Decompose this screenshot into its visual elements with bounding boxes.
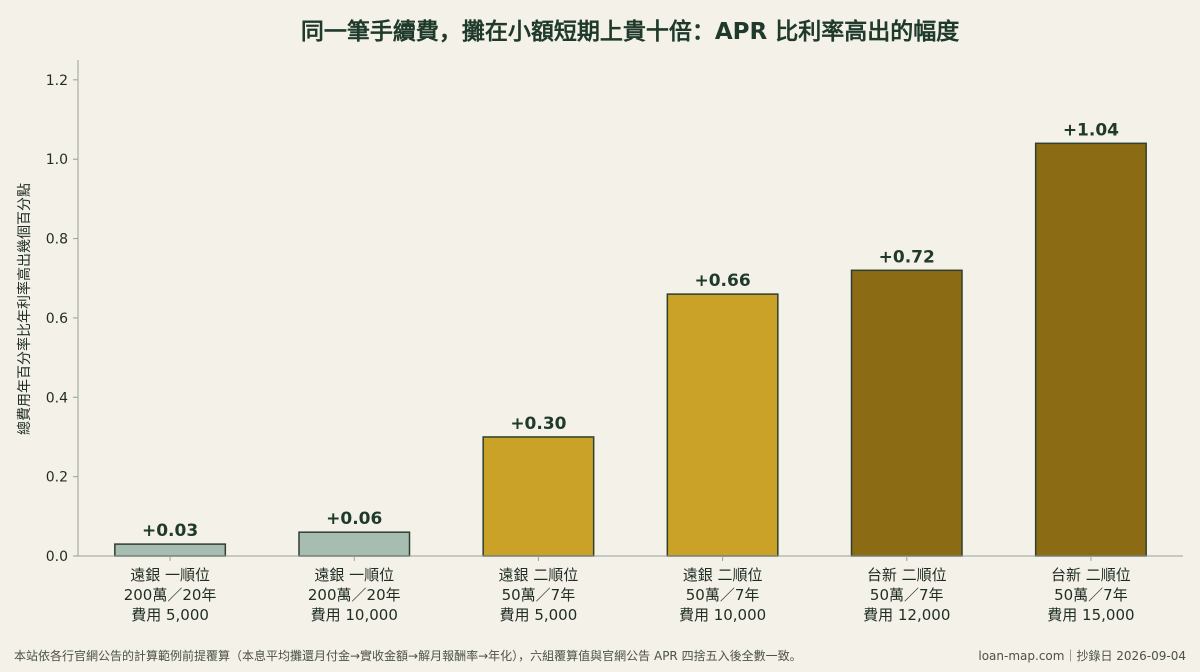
bar: [298, 531, 411, 557]
bars: +0.03 +0.06 +0.30 +0.66 +0.72 +1.04: [114, 120, 1147, 557]
x-tick-label: 遠銀 二順位: [499, 566, 579, 584]
bar-value-label: +0.03: [142, 521, 198, 541]
y-tick-label: 0.8: [46, 232, 68, 248]
x-tick-label: 費用 10,000: [679, 606, 766, 624]
y-tick-label: 1.0: [46, 152, 68, 168]
bar-value-label: +0.06: [326, 509, 382, 529]
bar-value-label: +0.30: [510, 414, 566, 434]
x-tick-label: 遠銀 一順位: [314, 566, 394, 584]
x-tick-label: 台新 二順位: [1051, 566, 1131, 584]
x-tick-label: 費用 10,000: [311, 606, 398, 624]
bar: [114, 543, 227, 557]
bar: [850, 269, 963, 557]
bar: [1034, 142, 1147, 557]
x-tick-label: 50萬／7年: [502, 586, 576, 604]
y-tick-label: 0.2: [46, 470, 68, 486]
x-tick-label: 費用 5,000: [500, 606, 578, 624]
y-axis-label: 總費用年百分率比年利率高出幾個百分點: [16, 183, 33, 435]
footer-note: 本站依各行官網公告的計算範例前提覆算（本息平均攤還月付金→實收金額→解月報酬率→…: [14, 649, 802, 663]
x-tick-label: 50萬／7年: [686, 586, 760, 604]
x-tick-label: 50萬／7年: [870, 586, 944, 604]
x-tick-label: 200萬／20年: [124, 586, 217, 604]
y-axis: 0.0 0.2 0.4 0.6 0.8 1.0 1.2: [46, 60, 79, 565]
x-tick-label: 200萬／20年: [308, 586, 401, 604]
bar: [482, 436, 595, 557]
x-tick-label: 遠銀 一順位: [130, 566, 210, 584]
chart-title: 同一筆手續費，攤在小額短期上貴十倍：APR 比利率高出的幅度: [300, 19, 960, 45]
x-tick-label: 費用 5,000: [131, 606, 209, 624]
y-tick-label: 1.2: [46, 73, 68, 89]
y-tick-label: 0.6: [46, 311, 68, 327]
x-tick-label: 50萬／7年: [1054, 586, 1128, 604]
x-tick-label: 台新 二順位: [867, 566, 947, 584]
bar-value-label: +0.72: [879, 247, 935, 267]
bar: [666, 293, 779, 557]
x-tick-label: 遠銀 二順位: [683, 566, 763, 584]
bar-value-label: +0.66: [694, 271, 750, 291]
y-tick-label: 0.4: [46, 390, 68, 406]
x-tick-label: 費用 15,000: [1047, 606, 1134, 624]
footer-source: loan-map.com｜抄錄日 2026-09-04: [978, 649, 1186, 663]
y-tick-label: 0.0: [46, 549, 68, 565]
x-tick-label: 費用 12,000: [863, 606, 950, 624]
bar-value-label: +1.04: [1063, 120, 1119, 140]
